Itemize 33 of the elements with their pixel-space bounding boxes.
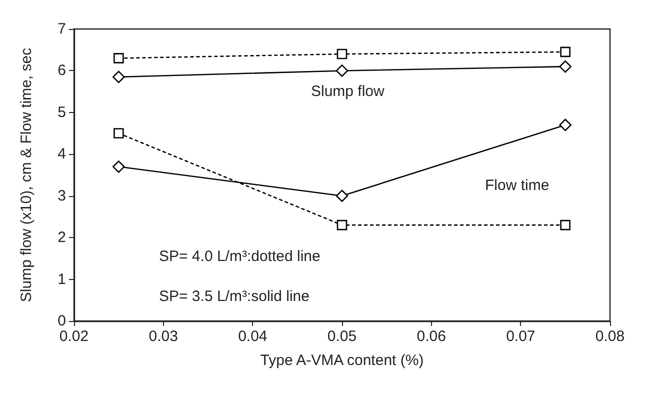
y-tick-label: 0 (58, 312, 66, 330)
x-tick-label: 0.03 (148, 328, 178, 345)
point (336, 48, 348, 60)
x-axis-title: Type A-VMA content (%) (260, 352, 424, 369)
point (114, 128, 124, 138)
point (114, 53, 124, 64)
y-tick-label: 1 (58, 270, 66, 288)
y-tick-label: 6 (58, 62, 66, 80)
point (559, 60, 572, 73)
y-tick-label: 7 (58, 20, 66, 38)
y-tick-label: 3 (58, 187, 66, 204)
point (336, 190, 348, 202)
annotation: SP= 4.0 L/m³:dotted line (159, 248, 320, 265)
point (112, 160, 125, 173)
point (336, 64, 348, 77)
annotation: Slump flow (311, 83, 385, 100)
annotation: Flow time (485, 177, 550, 194)
point (559, 118, 572, 132)
y-tick-label: 4 (58, 146, 66, 163)
x-tick-label: 0.06 (416, 328, 446, 345)
point (560, 220, 570, 230)
y-tick-label: 2 (58, 229, 66, 246)
x-tick-label: 0.05 (327, 328, 357, 345)
x-tick-label: 0.07 (506, 328, 536, 345)
x-tick-label: 0.02 (59, 328, 89, 345)
x-tick-label: 0.08 (595, 328, 625, 345)
point (560, 46, 570, 58)
x-tick-label: 0.04 (238, 328, 268, 345)
point (112, 70, 125, 84)
y-tick-label: 5 (58, 104, 66, 121)
y-axis-title: Slump flow (x10), cm & Flow time, sec (18, 47, 35, 302)
annotation: SP= 3.5 L/m³:solid line (159, 288, 310, 305)
point (336, 220, 348, 230)
